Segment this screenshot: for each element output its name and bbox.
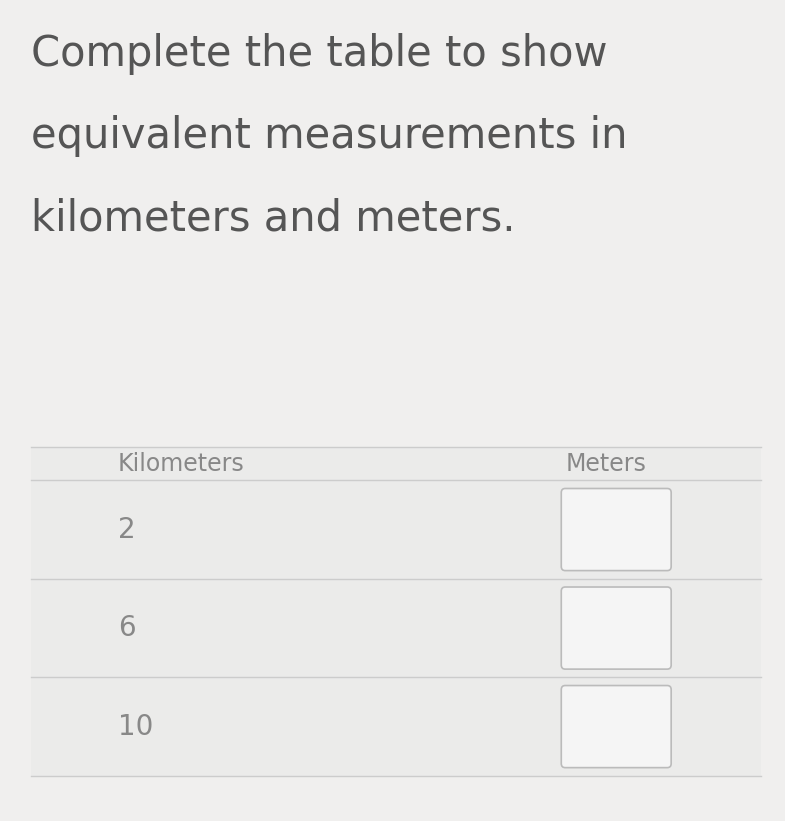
Text: equivalent measurements in: equivalent measurements in — [31, 115, 628, 157]
Text: kilometers and meters.: kilometers and meters. — [31, 197, 516, 239]
Bar — [31, 447, 761, 776]
FancyBboxPatch shape — [561, 686, 671, 768]
FancyBboxPatch shape — [561, 587, 671, 669]
Text: Complete the table to show: Complete the table to show — [31, 33, 608, 75]
FancyBboxPatch shape — [561, 488, 671, 571]
Text: Kilometers: Kilometers — [118, 452, 244, 476]
Text: 10: 10 — [118, 713, 153, 741]
Text: 2: 2 — [118, 516, 135, 544]
Text: 6: 6 — [118, 614, 135, 642]
Text: Meters: Meters — [565, 452, 646, 476]
